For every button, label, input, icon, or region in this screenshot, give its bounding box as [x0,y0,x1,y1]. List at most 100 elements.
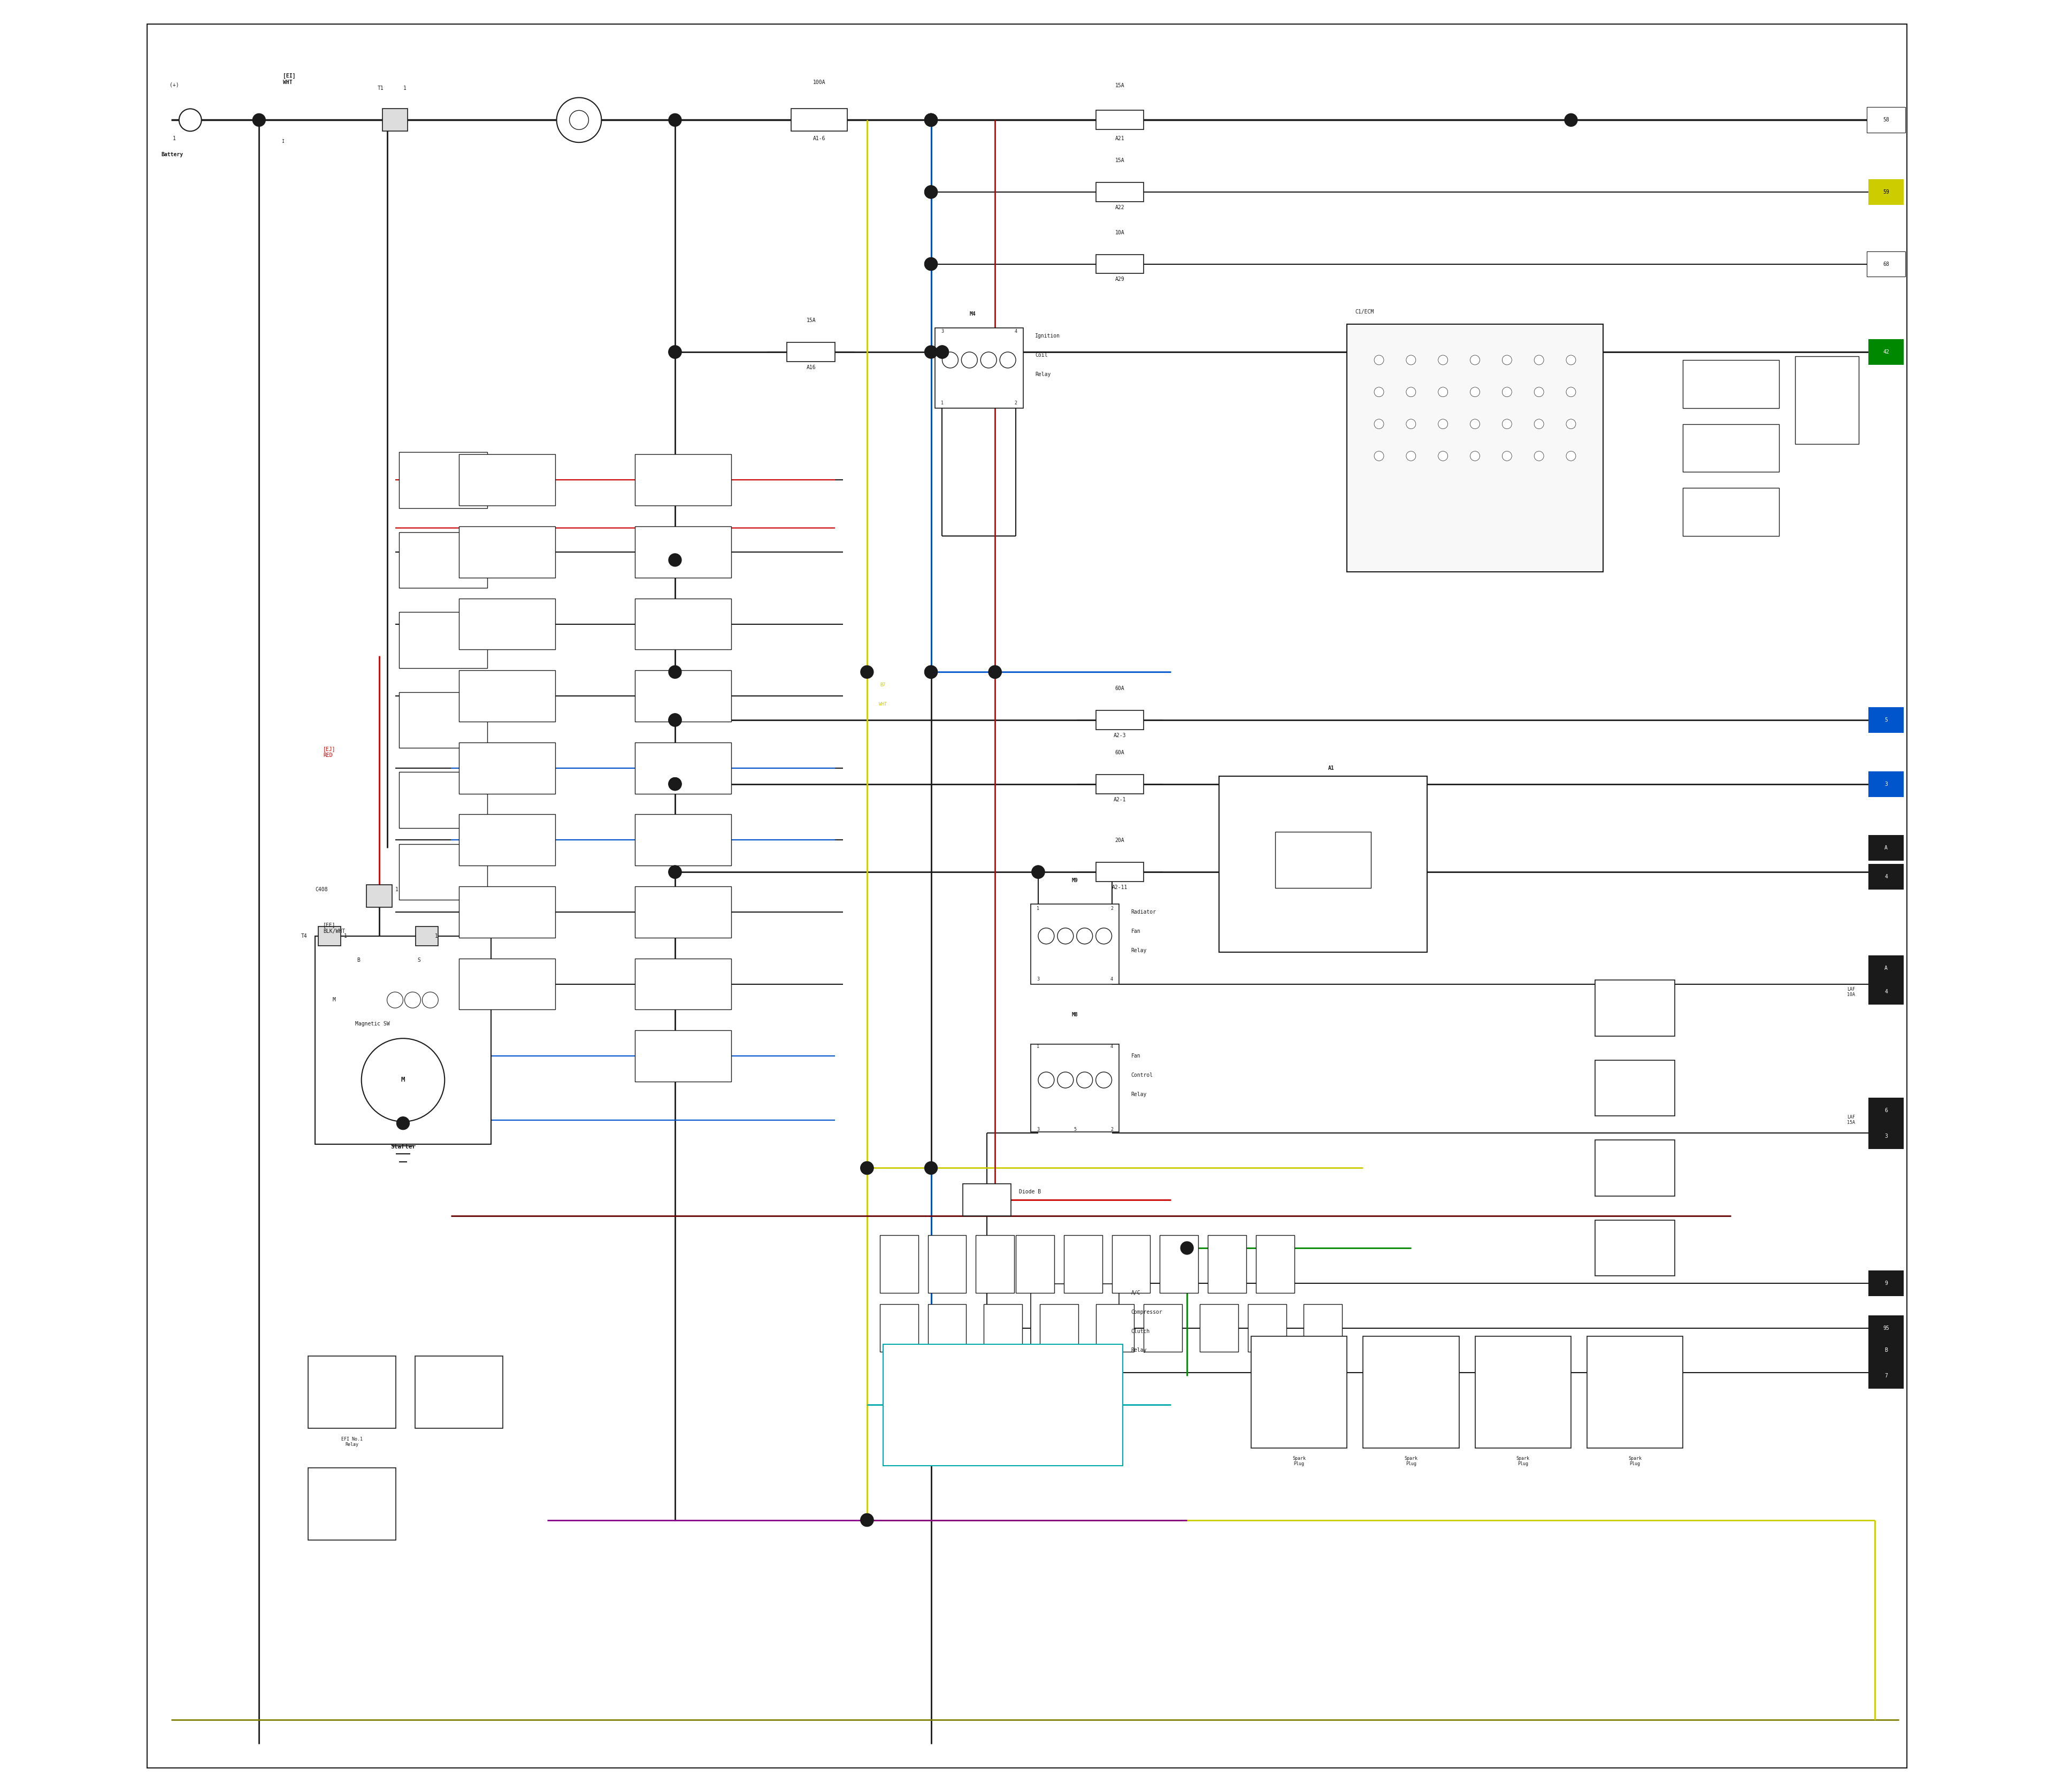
Bar [398,452,487,507]
Bar [976,1235,1015,1292]
Bar [635,527,731,577]
Bar [1596,980,1674,1036]
Text: 3: 3 [1886,1133,1888,1138]
Bar [1200,1305,1239,1351]
Text: Spark
Plug: Spark Plug [1292,1455,1306,1466]
Circle shape [1565,355,1575,366]
Text: A2-1: A2-1 [1113,797,1126,803]
Text: 1: 1 [403,86,407,91]
Text: 5: 5 [1074,1127,1076,1133]
Circle shape [924,186,937,199]
Bar [635,887,731,937]
Text: Diode B: Diode B [1019,1190,1041,1195]
Bar [1588,1337,1682,1448]
Circle shape [1471,419,1479,428]
Circle shape [1037,1072,1054,1088]
Circle shape [924,186,937,199]
Circle shape [937,346,949,358]
Circle shape [1076,1072,1093,1088]
Bar [398,844,487,900]
Text: 3: 3 [1037,1127,1039,1133]
Bar [984,1305,1023,1351]
Bar [1682,360,1779,409]
Text: A1-6: A1-6 [813,136,826,142]
Bar [1596,1061,1674,1116]
Circle shape [1374,452,1384,461]
Bar [635,959,731,1009]
Bar [963,1185,1011,1217]
Bar [1031,903,1119,984]
Circle shape [1058,1072,1074,1088]
Circle shape [980,351,996,367]
Bar [879,1305,918,1351]
Text: B7: B7 [881,683,885,686]
Text: 4: 4 [1111,977,1113,982]
Bar [458,742,555,794]
Text: 1: 1 [173,136,177,142]
Bar [1161,1235,1197,1292]
Circle shape [1407,419,1415,428]
Bar [308,1357,396,1428]
Bar [398,772,487,828]
Circle shape [924,665,937,679]
Bar [1869,1337,1904,1364]
Text: 1: 1 [343,934,347,939]
Text: 4: 4 [1886,989,1888,995]
Text: 1: 1 [941,401,943,405]
Circle shape [1037,928,1054,944]
Text: M4: M4 [969,312,976,317]
Bar [1869,1271,1904,1296]
Text: Fan: Fan [1132,1054,1140,1059]
Text: 1: 1 [1037,1045,1039,1048]
Circle shape [1438,419,1448,428]
Text: 3: 3 [1886,781,1888,787]
Circle shape [362,1038,444,1122]
Bar [787,342,836,362]
Bar [1475,1337,1571,1448]
Text: 3: 3 [941,328,943,333]
Circle shape [1565,387,1575,396]
Circle shape [253,113,265,127]
Circle shape [1534,452,1545,461]
Bar [1867,108,1906,133]
Bar [1869,1124,1904,1149]
Bar [1095,774,1144,794]
Text: 6: 6 [1886,1107,1888,1113]
Circle shape [937,346,949,358]
Bar [1095,1305,1134,1351]
Bar [1039,1305,1078,1351]
Circle shape [1501,387,1512,396]
Bar [458,527,555,577]
Text: 4: 4 [1111,1045,1113,1048]
Bar [1682,425,1779,471]
Text: A/C: A/C [1132,1290,1140,1296]
Text: 20A: 20A [1115,839,1124,844]
Text: Ignition: Ignition [1035,333,1060,339]
Bar [458,814,555,866]
Bar [879,1235,918,1292]
Text: I: I [281,140,283,143]
Text: M8: M8 [1072,1012,1078,1018]
Circle shape [569,111,589,129]
Bar [935,328,1023,409]
Text: Starter: Starter [390,1143,415,1149]
Circle shape [1534,387,1545,396]
Circle shape [670,866,682,878]
Bar [1869,179,1904,204]
Bar [415,1357,503,1428]
Circle shape [386,993,403,1007]
Circle shape [1374,387,1384,396]
Bar [318,926,341,946]
Text: Battery: Battery [162,152,183,158]
Bar [635,814,731,866]
Circle shape [924,258,937,271]
Text: M: M [333,998,337,1004]
Text: 4: 4 [1886,874,1888,880]
Bar [1031,1285,1119,1373]
Text: 58: 58 [1884,116,1890,122]
Circle shape [1095,1072,1111,1088]
Circle shape [670,713,682,726]
Text: 15A: 15A [1115,158,1124,163]
Text: 59: 59 [1884,190,1890,195]
Text: (+): (+) [170,82,179,88]
